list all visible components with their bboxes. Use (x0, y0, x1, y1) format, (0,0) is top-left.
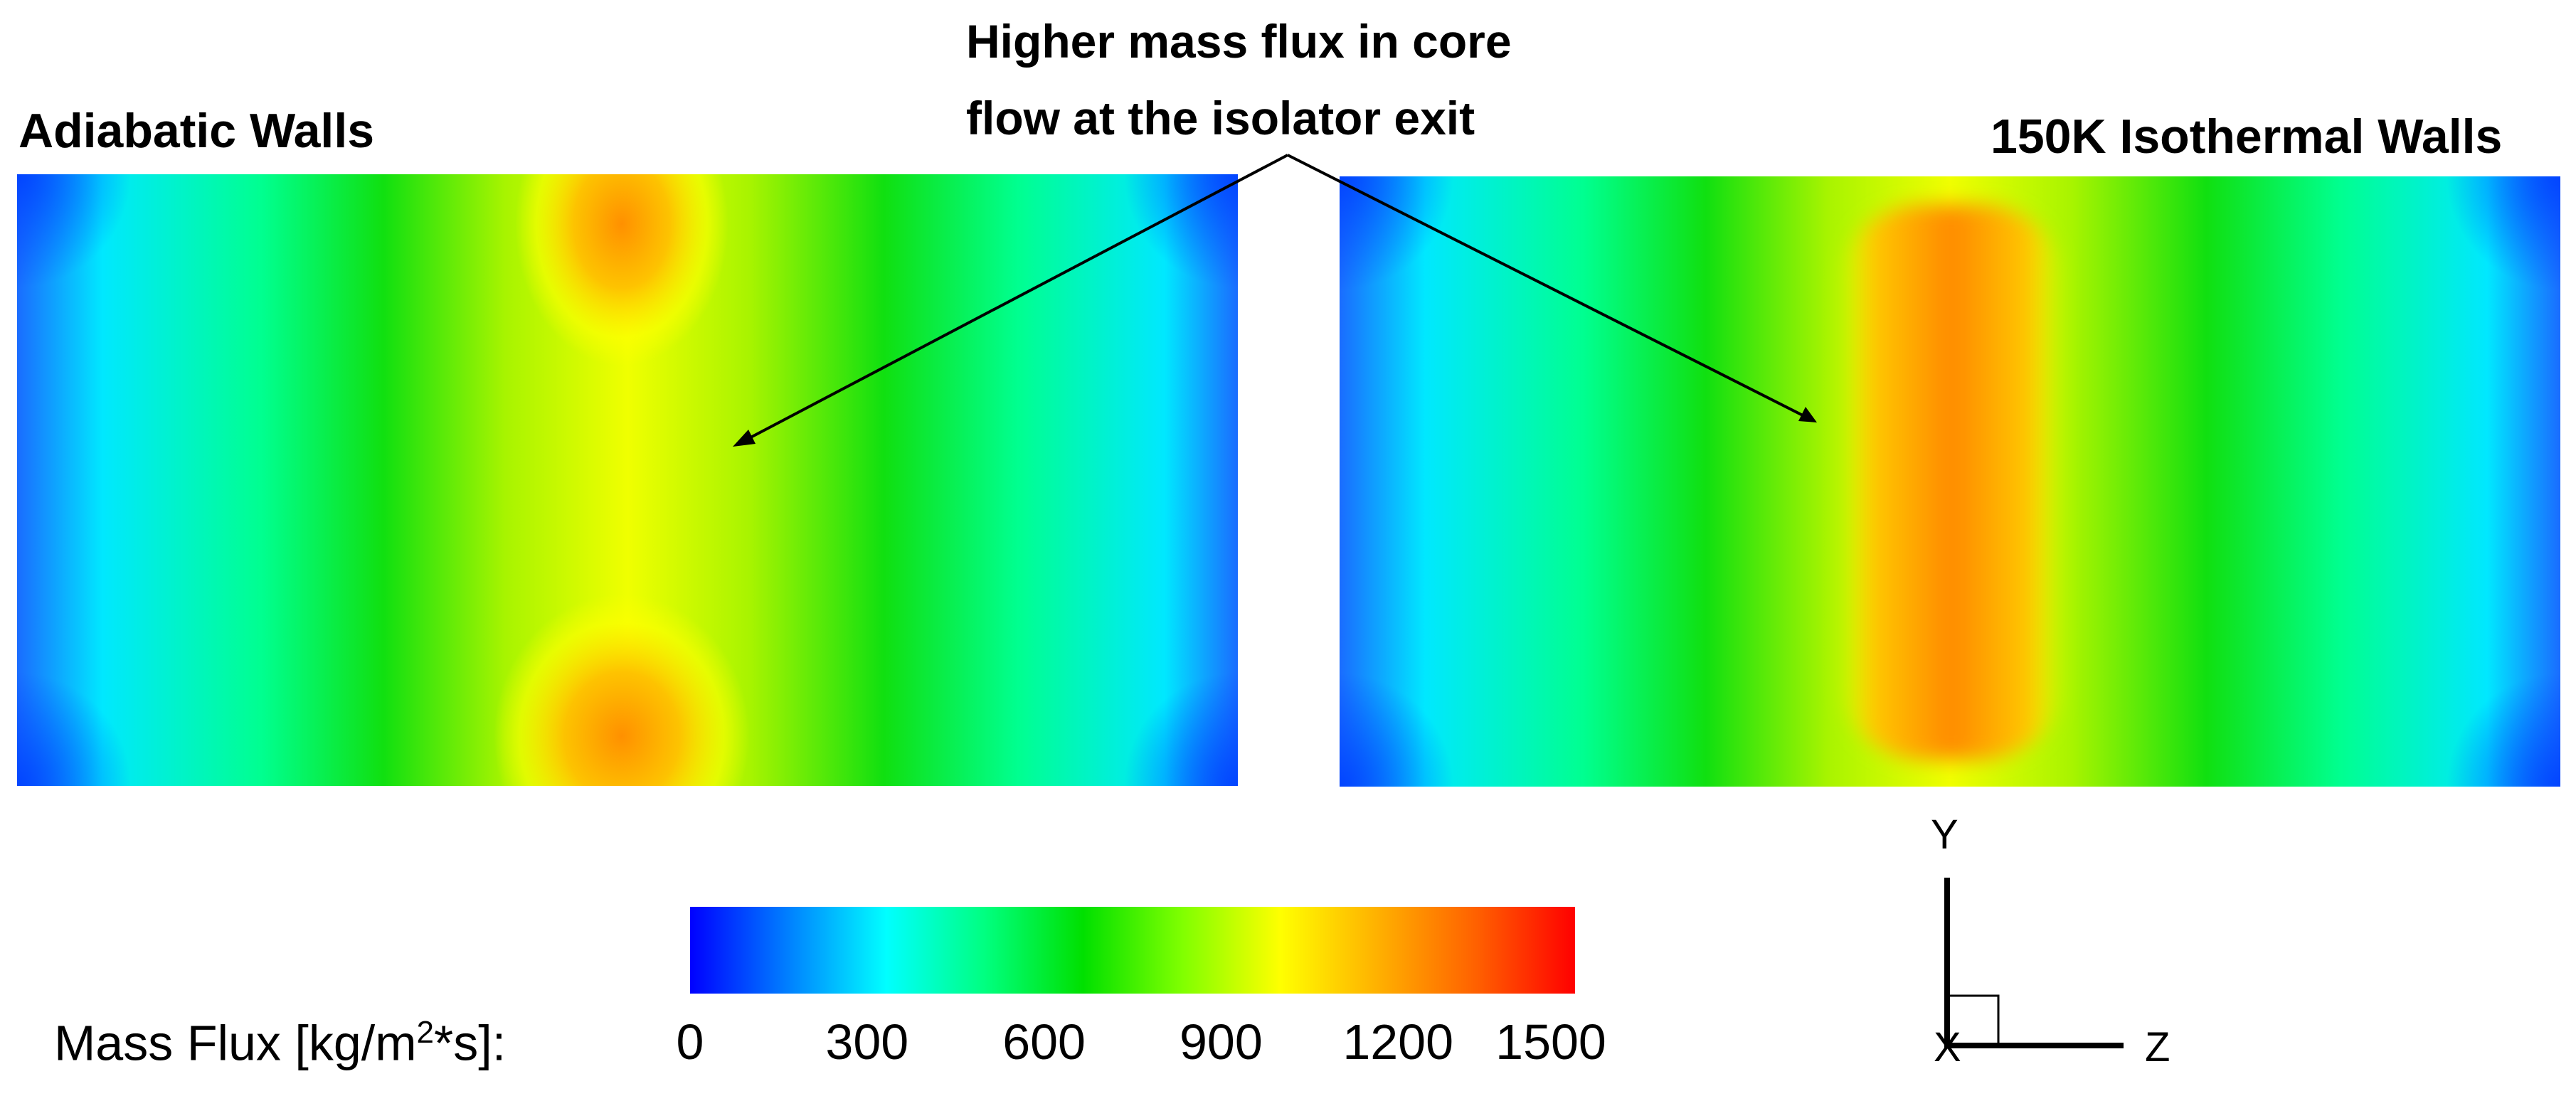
colorbar-title: Mass Flux [kg/m2*s]: (54, 1015, 507, 1071)
heatmap-isothermal (1340, 176, 2560, 787)
left-panel-title: Adiabatic Walls (18, 104, 375, 158)
colorbar-tick-0: 0 (676, 1014, 704, 1070)
axis-x-label: X (1934, 1024, 1961, 1070)
heatmap-adiabatic (17, 174, 1238, 786)
adiabatic-peak-bottom (494, 594, 750, 786)
adiabatic-peak-top (515, 174, 728, 366)
colorbar (690, 907, 1575, 994)
right-panel-title: 150K Isothermal Walls (1991, 110, 2503, 164)
arrow-to-right-panel (1287, 154, 1812, 421)
callout-annotation: Higher mass flux in core flow at the iso… (966, 3, 1512, 156)
callout-line-2: flow at the isolator exit (966, 92, 1475, 144)
axis-y-label: Y (1931, 812, 1958, 858)
colorbar-tick-2: 600 (1002, 1014, 1086, 1070)
colorbar-tick-3: 900 (1179, 1014, 1263, 1070)
axis-z-label: Z (2145, 1024, 2170, 1070)
colorbar-tick-5: 1500 (1495, 1014, 1606, 1070)
axis-triad (1944, 878, 2124, 1048)
colorbar-tick-4: 1200 (1342, 1014, 1454, 1070)
callout-line-1: Higher mass flux in core (966, 15, 1512, 68)
isothermal-core-band (1838, 205, 2065, 760)
colorbar-tick-1: 300 (825, 1014, 909, 1070)
arrow-to-left-panel (738, 154, 1288, 445)
callout-arrows (733, 154, 1817, 447)
